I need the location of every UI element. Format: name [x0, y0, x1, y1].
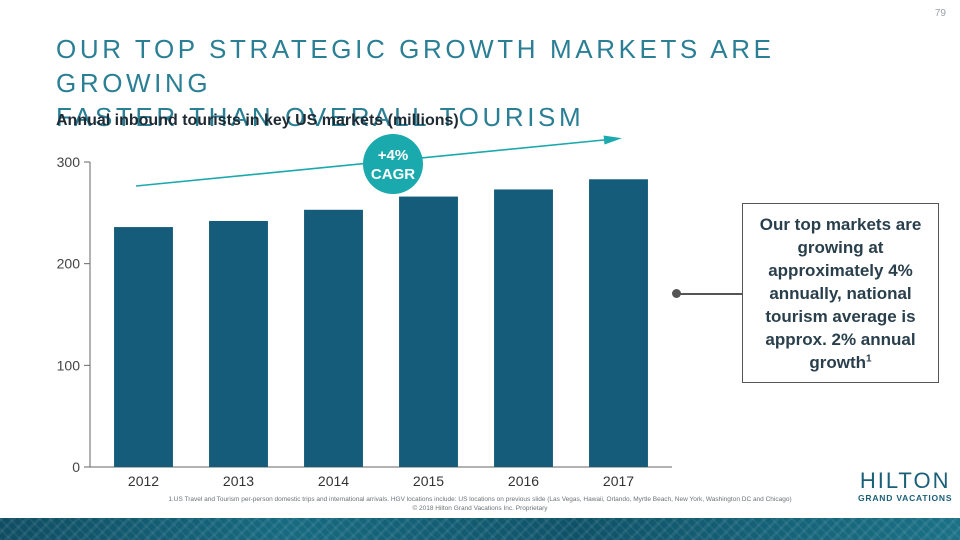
footnote-line-2: © 2018 Hilton Grand Vacations Inc. Propr…: [412, 505, 548, 512]
hilton-grand-vacations-logo: HILTON GRAND VACATIONS: [858, 470, 952, 504]
page-title: Our top strategic growth markets are gro…: [56, 32, 916, 134]
connector-line: [677, 293, 743, 295]
y-tick-label-200: 200: [57, 256, 81, 272]
footnote: 1.US Travel and Tourism per-person domes…: [150, 495, 810, 513]
x-tick-label-2013: 2013: [223, 473, 254, 489]
x-tick-label-2017: 2017: [603, 473, 634, 489]
cagr-badge-label: CAGR: [371, 166, 415, 183]
callout-content: Our top markets are growing at approxima…: [755, 213, 926, 374]
callout-box: Our top markets are growing at approxima…: [742, 203, 939, 383]
bar-2016: [494, 189, 553, 467]
bar-2012: [114, 227, 173, 467]
cagr-badge-value: +4%: [378, 147, 408, 164]
bar-2017: [589, 179, 648, 468]
bar-2015: [399, 196, 458, 468]
callout-text: Our top markets are growing at approxima…: [759, 214, 922, 372]
footnote-line-1: 1.US Travel and Tourism per-person domes…: [168, 496, 792, 503]
title-line-2: faster than overall tourism: [56, 102, 585, 132]
y-tick-label-300: 300: [57, 154, 81, 170]
callout-footnote-marker: 1: [866, 352, 872, 364]
page-number: 79: [934, 8, 946, 19]
y-tick-label-0: 0: [72, 459, 80, 475]
x-tick-label-2014: 2014: [318, 473, 349, 489]
bar-2013: [209, 220, 268, 467]
x-tick-label-2016: 2016: [508, 473, 539, 489]
bar-2014: [304, 209, 363, 468]
x-tick-label-2012: 2012: [128, 473, 159, 489]
chart-subtitle: Annual inbound tourists in key US market…: [56, 112, 459, 129]
y-tick-label-100: 100: [57, 357, 81, 373]
connector-dot: [672, 289, 681, 298]
decorative-footer-band: [0, 518, 960, 540]
logo-main-text: HILTON: [859, 468, 951, 493]
trend-arrow-head: [603, 135, 622, 145]
title-line-1: Our top strategic growth markets are gro…: [56, 34, 775, 98]
x-tick-label-2015: 2015: [413, 473, 444, 489]
cagr-badge: [363, 134, 423, 194]
logo-sub-text: GRAND VACATIONS: [858, 493, 953, 503]
